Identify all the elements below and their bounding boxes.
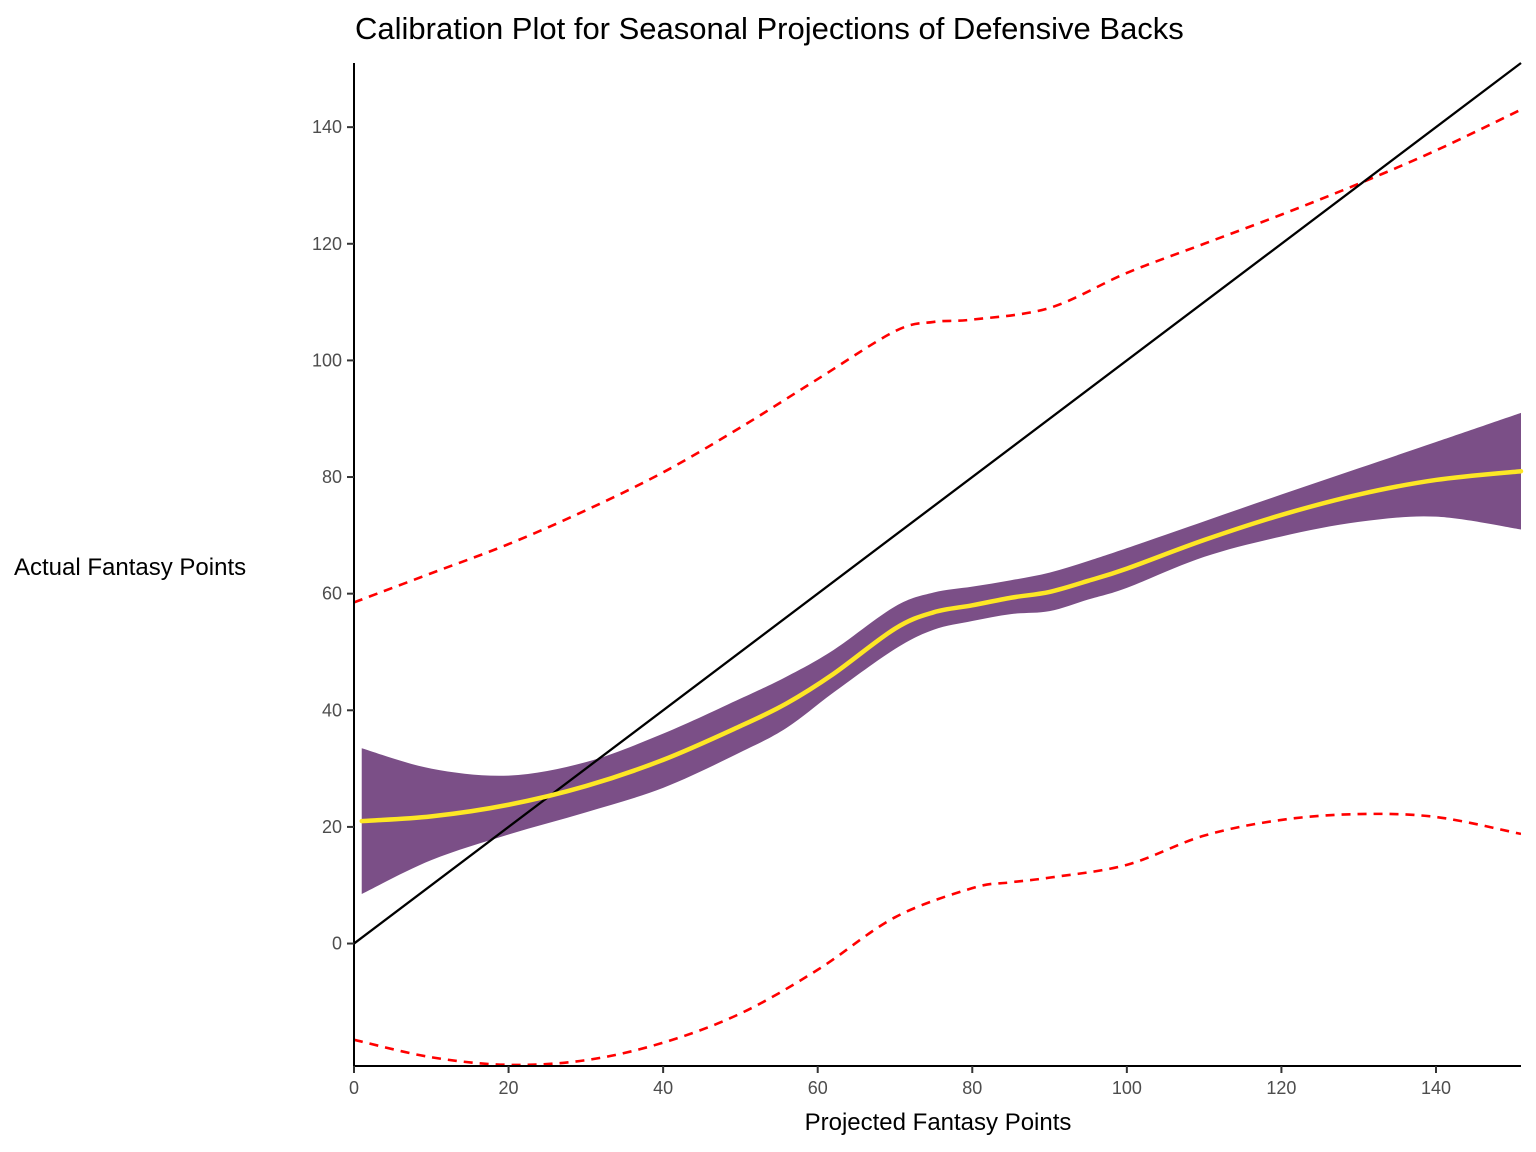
y-axis-title: Actual Fantasy Points	[14, 554, 246, 581]
y-tick-label: 100	[312, 350, 342, 370]
x-tick-label: 60	[808, 1078, 828, 1098]
x-tick-label: 100	[1112, 1078, 1142, 1098]
y-tick-label: 40	[322, 700, 342, 720]
x-tick-label: 80	[962, 1078, 982, 1098]
x-tick-label: 20	[499, 1078, 519, 1098]
y-tick-label: 140	[312, 117, 342, 137]
confidence-band	[361, 412, 1522, 894]
y-tick-label: 60	[322, 584, 342, 604]
smooth-fit-line	[359, 468, 1524, 824]
upper-interval-line	[354, 108, 1521, 604]
y-tick-label: 0	[332, 934, 342, 954]
x-tick-label: 0	[349, 1078, 359, 1098]
x-tick-label: 140	[1421, 1078, 1451, 1098]
chart-title: Calibration Plot for Seasonal Projection…	[355, 11, 1184, 46]
confidence-band-layer	[361, 412, 1522, 894]
y-tick-label: 20	[322, 817, 342, 837]
x-tick-label: 120	[1266, 1078, 1296, 1098]
y-tick-label: 80	[322, 467, 342, 487]
lower-interval-line	[354, 812, 1521, 1066]
axes-layer	[353, 63, 1521, 1067]
y-tick-label: 120	[312, 234, 342, 254]
x-axis-title: Projected Fantasy Points	[805, 1109, 1072, 1136]
ticks-layer: 0 20 40 60 80 100 120 140 0 20 40 60 80 100 120 140	[312, 117, 1451, 1098]
lines-layer	[353, 62, 1524, 1066]
x-tick-label: 40	[653, 1078, 673, 1098]
